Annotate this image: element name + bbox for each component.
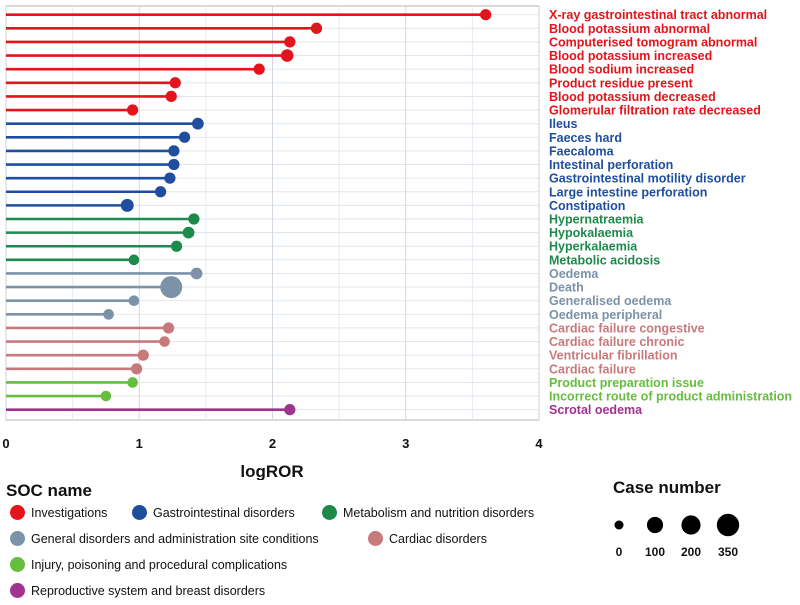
legend-label: Reproductive system and breast disorders [31,583,266,598]
lollipop-point [159,336,170,347]
category-label: Constipation [549,199,625,213]
category-label: Faeces hard [549,131,622,145]
lollipop-point [178,131,191,143]
legend-label: Gastrointestinal disorders [153,505,295,520]
category-label: Intestinal perforation [549,158,673,172]
size-legend-circle [614,520,624,530]
lollipop-point [284,404,296,416]
legend-item: Metabolism and nutrition disorders [322,505,534,520]
category-label: Blood sodium increased [549,63,694,77]
legend-label: Metabolism and nutrition disorders [343,505,535,520]
lollipop-chart: X-ray gastrointestinal tract abnormalBlo… [2,5,792,480]
legend-item: Investigations [10,505,107,520]
soc-legend-title: SOC name [6,481,92,500]
size-legend-circle [716,513,740,537]
x-tick-label: 0 [2,436,9,451]
category-label: Incorrect route of product administratio… [549,390,792,404]
lollipop-point [253,63,265,75]
lollipop-point [280,49,294,62]
category-label: Death [549,281,584,295]
size-legend-title: Case number [613,478,721,497]
category-label: Hyperkalaemia [549,240,638,254]
legend-item: Reproductive system and breast disorders [10,583,265,598]
legend-item: Cardiac disorders [368,531,487,546]
category-label: Product preparation issue [549,376,704,390]
category-label: Oedema peripheral [549,308,662,322]
category-label: Large intestine perforation [549,185,707,199]
x-tick-label: 3 [402,436,409,451]
lollipop-point [137,349,149,361]
category-label: Cardiac failure chronic [549,335,685,349]
lollipop-point [164,172,176,184]
x-tick-label: 2 [269,436,276,451]
legend-swatch [322,505,337,520]
category-label: Cardiac failure [549,362,636,376]
legend-swatch [10,531,25,546]
size-legend-circle [681,515,701,535]
lollipop-point [130,363,143,375]
category-label: Blood potassium decreased [549,90,716,104]
legend-item: Injury, poisoning and procedural complic… [10,557,287,572]
category-label: Product residue present [549,76,694,90]
category-label: Generalised oedema [549,294,672,308]
lollipop-point [168,145,180,157]
category-label: Metabolic acidosis [549,253,660,267]
category-label: Glomerular filtration rate decreased [549,104,761,118]
lollipop-point [480,9,492,21]
category-label: Ileus [549,117,578,131]
category-label: Cardiac failure congestive [549,321,705,335]
lollipop-point [188,213,200,225]
x-tick-label: 4 [535,436,543,451]
lollipop-point [154,186,167,198]
category-label: Ventricular fibrillation [549,349,678,363]
category-label: Blood potassium abnormal [549,22,710,36]
size-legend-label: 350 [717,545,739,559]
size-legend-label: 100 [644,545,666,559]
lollipop-point [191,117,204,130]
lollipop-point [284,36,296,48]
legend-label: Investigations [31,505,108,520]
lollipop-point [160,276,183,299]
lollipop-point [168,158,180,171]
category-label: Computerised tomogram abnormal [549,35,757,49]
legend-swatch [10,557,25,572]
lollipop-point [310,22,323,34]
category-label: Blood potassium increased [549,49,712,63]
size-legend-label: 0 [615,545,623,559]
legend-swatch [10,583,25,598]
size-legend-label: 200 [680,545,702,559]
size-legend [614,513,740,537]
category-label: Gastrointestinal motility disorder [549,172,746,186]
category-label: Oedema [549,267,599,281]
legend-item: General disorders and administration sit… [10,531,319,546]
lollipop-point [190,267,203,280]
lollipop-point [169,77,181,89]
lollipop-point [162,322,175,334]
category-label: Faecaloma [549,144,615,158]
category-label: Hypernatraemia [549,213,645,227]
lollipop-point [128,295,140,307]
lollipop-point [128,254,140,266]
lollipop-point [170,240,183,252]
lollipop-point [103,309,114,320]
size-legend-circle [646,516,664,534]
lollipop-point [126,104,139,116]
lollipop-point [127,377,138,388]
legend-swatch [132,505,147,520]
lollipop-point [100,390,112,402]
category-label: X-ray gastrointestinal tract abnormal [549,8,767,22]
legend-swatch [368,531,383,546]
category-label: Hypokalaemia [549,226,634,240]
x-axis-title: logROR [240,462,303,480]
legend-label: Injury, poisoning and procedural complic… [31,557,288,572]
legend-swatch [10,505,25,520]
lollipop-point [182,226,195,239]
category-label: Scrotal oedema [549,403,643,417]
lollipop-point [120,198,134,212]
x-tick-label: 1 [136,436,143,451]
lollipop-point [165,90,177,103]
legend-item: Gastrointestinal disorders [132,505,295,520]
legend-label: General disorders and administration sit… [31,531,319,546]
legend-label: Cardiac disorders [389,531,487,546]
